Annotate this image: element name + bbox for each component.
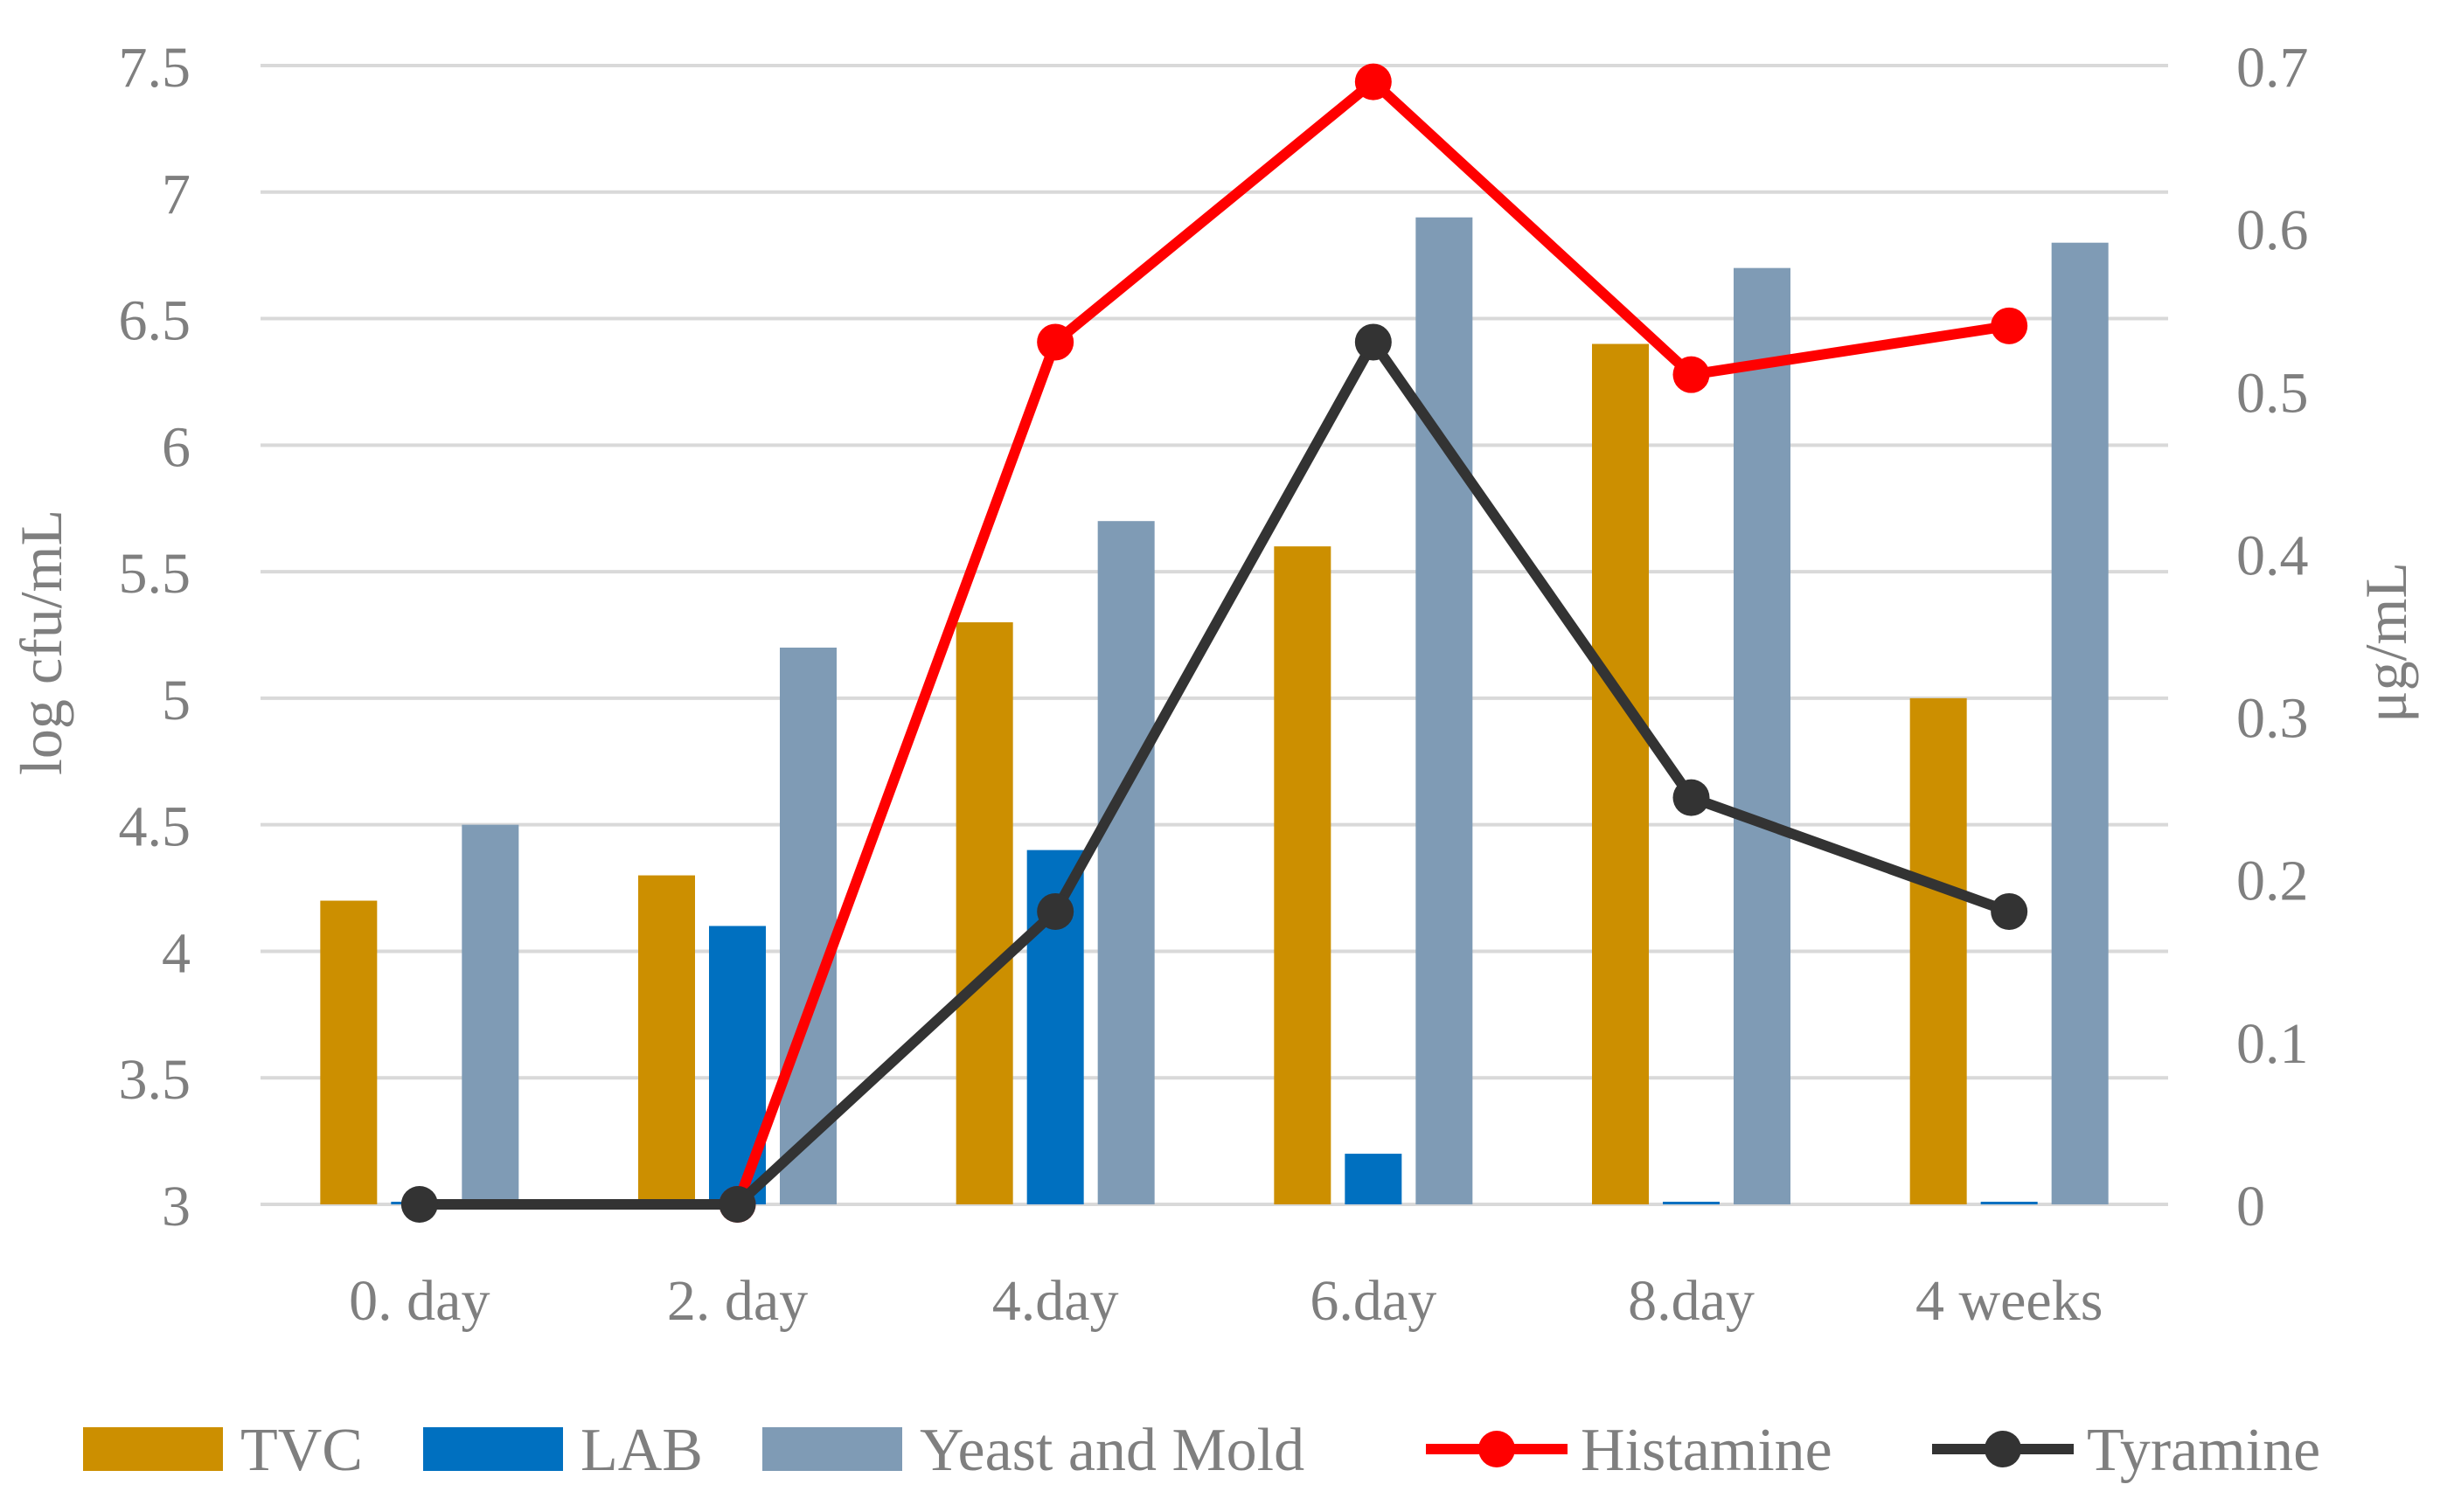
bar-tvc (1592, 343, 1649, 1204)
legend: TVC LAB Yeast and Mold Histamine Tyramine (83, 1417, 2320, 1484)
point-histamine (1991, 307, 2028, 344)
bar-layer (320, 217, 2109, 1205)
legend-label-histamine: Histamine (1581, 1417, 1832, 1484)
point-histamine (1672, 356, 1710, 393)
x-tick-label: 0. day (349, 1269, 490, 1333)
right-axis-title: μg/mL (2353, 562, 2419, 723)
point-tyramine (1991, 892, 2028, 930)
y-tick-label: 4 (162, 921, 191, 985)
y-tick-label: 4.5 (119, 795, 191, 859)
y-tick-label: 6 (162, 415, 191, 479)
y2-tick-label: 0.3 (2236, 687, 2309, 751)
y-tick-label: 3 (162, 1175, 191, 1238)
y-tick-label: 5 (162, 669, 191, 732)
y-tick-label: 7.5 (119, 36, 191, 100)
x-tick-label: 4.day (992, 1269, 1119, 1333)
y-tick-label: 5.5 (119, 542, 191, 606)
line-histamine (732, 76, 2015, 1210)
bar-yeast-and-mold (1415, 217, 1473, 1204)
y2-tick-label: 0.7 (2236, 36, 2309, 100)
x-tick-label: 8.day (1628, 1269, 1755, 1333)
bar-yeast-and-mold (780, 647, 837, 1204)
y2-tick-label: 0.6 (2236, 198, 2309, 262)
line-tyramine (414, 336, 2015, 1210)
left-axis-ticks: 3 3.5 4 4.5 5 5.5 6 6.5 7 7.5 (119, 36, 191, 1238)
x-tick-label: 4 weeks (1915, 1269, 2103, 1333)
point-tyramine (1672, 779, 1710, 816)
bar-yeast-and-mold (1097, 521, 1155, 1204)
y-tick-label: 7 (162, 163, 191, 226)
y2-tick-label: 0.2 (2236, 850, 2309, 913)
bar-tvc (1909, 697, 1967, 1204)
legend-marker-histamine (1478, 1431, 1515, 1467)
bar-tvc (956, 622, 1013, 1204)
bar-tvc (638, 875, 695, 1204)
line-layer (400, 63, 2028, 1223)
point-tyramine (1354, 323, 1392, 361)
y2-tick-label: 0.5 (2236, 361, 2309, 425)
bar-yeast-and-mold (1734, 267, 1790, 1205)
left-axis-title: log cfu/mL (8, 510, 74, 775)
legend-marker-tyramine (1985, 1431, 2021, 1467)
legend-label-yeast-and-mold: Yeast and Mold (920, 1417, 1304, 1484)
bar-lab (1980, 1202, 2038, 1204)
gridlines (261, 64, 2168, 1206)
y2-tick-label: 0 (2236, 1175, 2265, 1238)
point-tyramine (400, 1186, 438, 1223)
point-histamine (1354, 63, 1392, 101)
y-tick-label: 3.5 (119, 1048, 191, 1112)
bar-lab (1663, 1202, 1720, 1204)
bar-tvc (320, 900, 378, 1204)
x-axis-ticks: 0. day 2. day 4.day 6.day 8.day 4 weeks (349, 1269, 2103, 1333)
legend-label-tvc: TVC (240, 1417, 363, 1484)
point-histamine (1037, 323, 1074, 361)
point-tyramine (1037, 892, 1074, 930)
right-axis-ticks: 0 0.1 0.2 0.3 0.4 0.5 0.6 0.7 (2236, 36, 2309, 1238)
x-tick-label: 6.day (1310, 1269, 1436, 1333)
legend-label-tyramine: Tyramine (2087, 1417, 2320, 1484)
bar-tvc (1274, 546, 1331, 1204)
legend-label-lab: LAB (580, 1417, 703, 1484)
y2-tick-label: 0.4 (2236, 524, 2309, 587)
y-tick-label: 6.5 (119, 289, 191, 353)
bar-lab (1345, 1154, 1402, 1204)
y2-tick-label: 0.1 (2236, 1012, 2309, 1076)
legend-swatch-tvc (83, 1427, 223, 1471)
legend-swatch-lab (423, 1427, 563, 1471)
bar-yeast-and-mold (462, 824, 519, 1204)
point-tyramine (719, 1186, 756, 1223)
legend-swatch-yeast-and-mold (762, 1427, 902, 1471)
x-tick-label: 2. day (667, 1269, 808, 1333)
bar-yeast-and-mold (2051, 242, 2109, 1204)
